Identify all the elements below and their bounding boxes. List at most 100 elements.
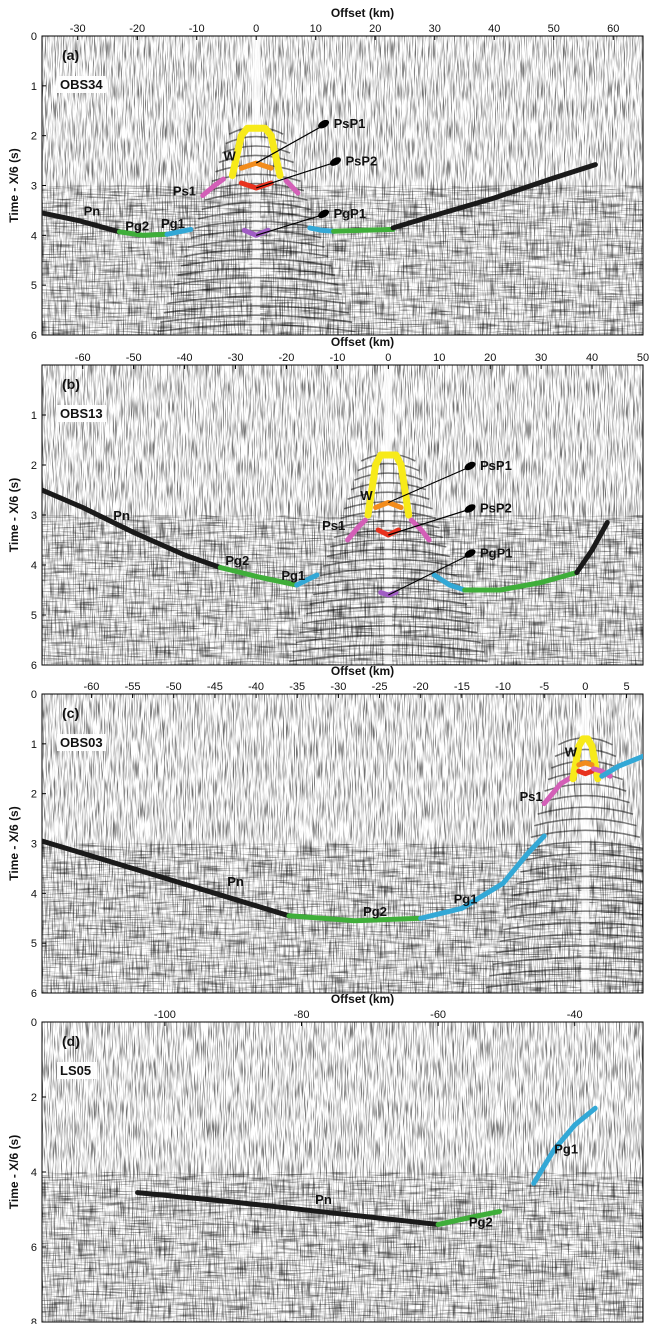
- panel-LS05: Offset (km) -100 -80 -60 -40 Time - X/6 (s) 0 2…: [7, 992, 644, 1324]
- annotation-arrowhead: [464, 549, 476, 558]
- panel-label: (a): [62, 47, 79, 63]
- annotation-leader: [388, 507, 473, 536]
- phase-curve-PsP1: [373, 500, 404, 510]
- y-tick-label: 2: [31, 1092, 37, 1104]
- x-tick-label: 60: [607, 23, 619, 35]
- phase-label-W: W: [565, 744, 578, 759]
- phase-label-W: W: [223, 149, 236, 164]
- phase-label-Pg1: Pg1: [454, 891, 478, 906]
- phase-curve-PsP1: [576, 760, 595, 768]
- panel-OBS13: Offset (km) -60 -50 -40 -30 -20 -10 0 10 20 30 40 50…: [7, 335, 649, 672]
- y-tick-label: 4: [31, 230, 37, 242]
- phase-label-PgP1: PgP1: [334, 206, 367, 221]
- y-tick-label: 2: [31, 789, 37, 801]
- y-tick-label: 1: [31, 739, 37, 751]
- station-box: [57, 76, 106, 93]
- annotation-leader: [255, 123, 326, 164]
- phase-curve-Ps1: [345, 517, 368, 543]
- phase-label-Pg1: Pg1: [281, 568, 305, 583]
- phase-label-PsP1: PsP1: [334, 116, 366, 131]
- x-tick-label: -40: [567, 1009, 583, 1021]
- x-tick-label: 50: [548, 23, 560, 35]
- y-tick-label: 2: [31, 131, 37, 143]
- panel-label: (d): [62, 1033, 80, 1049]
- phase-curve-Pg2: [116, 229, 170, 238]
- phase-curve-Pn: [574, 520, 610, 575]
- panel-OBS03: Offset (km)-60 -55 -50 -45 -40 -35 -30 -25 -20 -1…: [7, 664, 644, 1000]
- seismic-background: [42, 1022, 643, 1322]
- panel-label: (c): [62, 705, 79, 721]
- x-tick-label: -45: [207, 681, 223, 693]
- y-tick-label: 0: [31, 689, 37, 701]
- x-tick-label: -80: [294, 1009, 310, 1021]
- phase-curve-Pg2: [217, 565, 300, 588]
- phase-curve-Pn: [42, 210, 122, 235]
- phase-label-PgP1: PgP1: [480, 546, 513, 561]
- x-tick-label: 30: [535, 352, 547, 364]
- phase-curve-Ps1: [541, 773, 576, 807]
- x-tick-label: 40: [488, 23, 500, 35]
- x-tick-label: -50: [126, 352, 142, 364]
- station-box: [57, 1062, 98, 1079]
- x-tick-label: 0: [385, 352, 391, 364]
- x-tick-label: -10: [189, 23, 205, 35]
- x-tick-label: -100: [154, 1009, 176, 1021]
- x-tick-label: 5: [623, 681, 629, 693]
- x-tick-label: -25: [372, 681, 388, 693]
- seismic-background: [42, 694, 643, 993]
- phase-curve-Pg1: [531, 1105, 598, 1186]
- phase-label-Pg2: Pg2: [363, 904, 387, 919]
- phase-curve-Pn: [135, 1190, 441, 1227]
- x-tick-label: -60: [430, 1009, 446, 1021]
- panel-label: (b): [62, 376, 80, 392]
- phase-curve-PgP1: [378, 590, 399, 598]
- station-label: OBS13: [60, 406, 103, 421]
- annotation-leader: [388, 552, 473, 596]
- x-tick-label: 0: [582, 681, 588, 693]
- phase-curve-W: [364, 451, 413, 519]
- y-axis-title: Time - X/6 (s): [7, 148, 21, 222]
- x-axis-title: Offset (km): [331, 664, 394, 678]
- x-tick-label: -10: [329, 352, 345, 364]
- y-tick-label: 3: [31, 181, 37, 193]
- annotation-leader: [388, 465, 473, 504]
- seismic-background: [42, 365, 643, 665]
- annotation-arrowhead: [464, 461, 476, 471]
- x-tick-label: -35: [289, 681, 305, 693]
- x-tick-label: 40: [586, 352, 598, 364]
- x-tick-label: -20: [413, 681, 429, 693]
- x-tick-label: 10: [433, 352, 445, 364]
- station-box: [57, 734, 106, 751]
- phase-label-Pn: Pn: [84, 203, 101, 218]
- x-tick-label: -10: [495, 681, 511, 693]
- phase-curve-W: [569, 735, 602, 783]
- annotation-arrowhead: [318, 119, 330, 129]
- y-tick-label: 1: [31, 410, 37, 422]
- y-tick-label: 2: [31, 460, 37, 472]
- y-tick-label: 5: [31, 610, 37, 622]
- phase-label-Pn: Pn: [315, 1192, 332, 1207]
- y-tick-label: 4: [31, 560, 37, 572]
- phase-label-Pg1: Pg1: [161, 216, 185, 231]
- x-tick-label: 20: [484, 352, 496, 364]
- y-tick-label: 6: [31, 660, 37, 672]
- x-tick-label: -30: [228, 352, 244, 364]
- y-tick-label: 5: [31, 280, 37, 292]
- y-tick-label: 3: [31, 839, 37, 851]
- phase-curve-Ps1: [283, 178, 301, 196]
- y-tick-label: 6: [31, 1242, 37, 1254]
- y-tick-label: 8: [31, 1317, 37, 1324]
- phase-label-Pg2: Pg2: [225, 553, 249, 568]
- x-axis-title: Offset (km): [331, 992, 394, 1006]
- phase-label-Pg2: Pg2: [469, 1214, 493, 1229]
- x-axis-title: Offset (km): [331, 6, 394, 20]
- annotation-arrowhead: [329, 157, 341, 166]
- x-axis-title: Offset (km): [331, 335, 394, 349]
- phase-label-PsP2: PsP2: [345, 154, 377, 169]
- x-tick-label: -20: [279, 352, 295, 364]
- x-tick-label: -15: [454, 681, 470, 693]
- y-axis-title: Time - X/6 (s): [7, 1135, 21, 1209]
- y-tick-label: 6: [31, 988, 37, 1000]
- y-tick-label: 4: [31, 1167, 37, 1179]
